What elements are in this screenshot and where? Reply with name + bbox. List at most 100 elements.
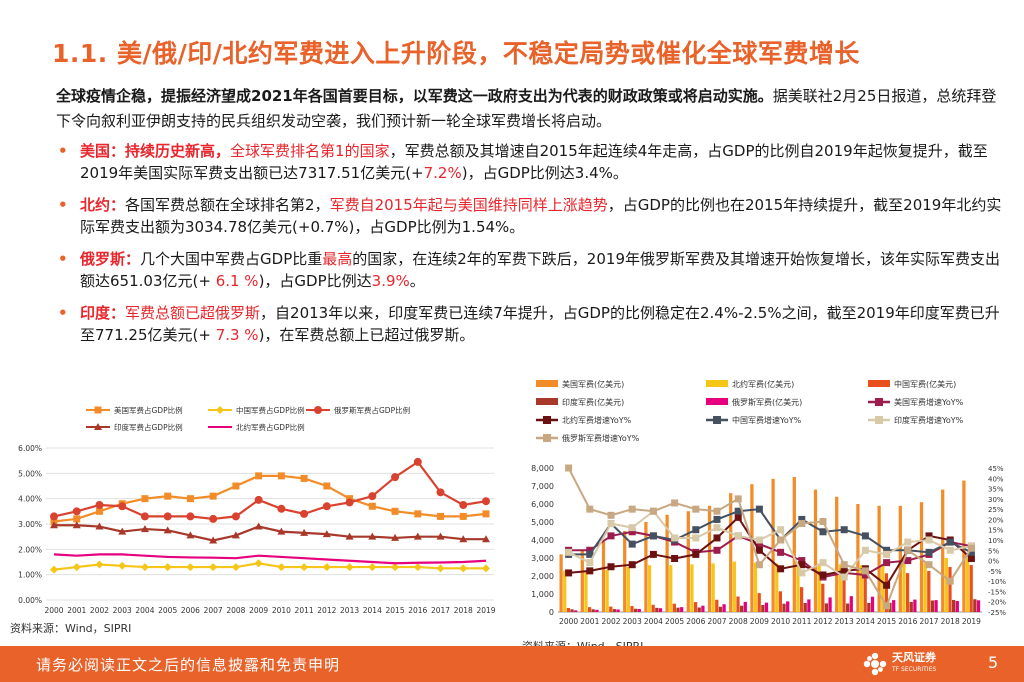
x-tick-label: 2014 — [363, 606, 382, 615]
x-tick-label: 2019 — [962, 617, 981, 626]
x-tick-label: 2009 — [249, 606, 268, 615]
bar — [813, 489, 818, 612]
company-logo: 天风证券 TF SECURITIES — [862, 649, 948, 679]
flower-logo-icon — [862, 651, 888, 677]
data-point — [482, 535, 490, 543]
bullet-label: 印度： — [80, 304, 126, 322]
x-tick-label: 2002 — [601, 617, 620, 626]
growth-point — [861, 571, 869, 579]
bullet-text: )，在军费总额上已超过俄罗斯。 — [258, 326, 475, 344]
y-right-tick-label: 25% — [988, 506, 1004, 514]
y-tick-label: 6.00% — [18, 444, 42, 453]
data-point — [209, 536, 218, 544]
growth-point — [819, 528, 827, 536]
bar — [927, 570, 931, 612]
data-point — [231, 531, 240, 539]
bar — [665, 514, 669, 612]
x-tick-label: 2013 — [835, 617, 854, 626]
bar — [626, 567, 630, 612]
data-point — [436, 564, 445, 573]
bar — [701, 605, 705, 612]
footer-disclaimer[interactable]: 请务必阅读正文之后的信息披露和免责申明 — [36, 656, 341, 674]
legend-label: 北约军费占GDP比例 — [236, 422, 305, 432]
bar — [658, 608, 663, 612]
bullet-item: • 俄罗斯：几个大国中军费占GDP比重最高的国家，在连续2年的军费下跌后，2019… — [58, 248, 1002, 292]
bar — [616, 609, 620, 612]
growth-point — [840, 561, 848, 569]
growth-point — [925, 548, 933, 556]
y-tick-label: 5.00% — [18, 469, 42, 478]
data-point — [459, 535, 468, 543]
bullet-item: • 印度：军费总额已超俄罗斯，自2013年以来，印度军费已连续7年提升，占GDP的… — [58, 302, 1002, 346]
data-point — [277, 527, 286, 535]
x-tick-label: 2000 — [44, 606, 63, 615]
bar — [686, 511, 690, 612]
bar — [941, 489, 945, 612]
bar — [824, 603, 829, 612]
bar — [690, 564, 694, 612]
growth-point — [713, 515, 721, 523]
bullet-text: 军费自2015年起与美国维持同样上涨趋势 — [329, 196, 608, 214]
growth-point — [734, 507, 742, 515]
series-line — [53, 474, 487, 523]
legend-marker — [314, 406, 322, 414]
legend-swatch — [536, 398, 558, 405]
growth-point — [755, 540, 763, 548]
legend-label: 俄罗斯军费占GDP比例 — [334, 405, 410, 415]
legend-label: 中国军费占GDP比例 — [236, 405, 305, 415]
legend-marker — [94, 423, 102, 430]
growth-point — [734, 532, 742, 540]
data-point — [209, 514, 218, 523]
legend-label: 俄罗斯军费(亿美元) — [732, 397, 802, 407]
legend-label: 中国军费(亿美元) — [894, 379, 956, 389]
bar — [930, 600, 935, 612]
data-point — [95, 507, 103, 515]
data-point — [414, 510, 422, 518]
bar — [948, 567, 952, 612]
bar — [828, 597, 832, 612]
data-point — [209, 563, 218, 572]
growth-point — [946, 577, 954, 585]
growth-point — [925, 536, 933, 544]
x-tick-label: 2003 — [623, 617, 642, 626]
bullet-dot-icon: • — [58, 304, 68, 322]
data-point — [140, 563, 149, 572]
bar — [898, 505, 902, 612]
growth-point — [607, 511, 615, 519]
bullet-text: 全球军费排名第1的国家 — [230, 142, 390, 160]
data-point — [322, 502, 331, 511]
bar — [870, 596, 875, 612]
legend-swatch — [706, 398, 728, 405]
y-right-tick-label: 35% — [988, 486, 1004, 494]
x-tick-label: 2005 — [158, 606, 177, 615]
data-point — [391, 533, 400, 541]
growth-point — [861, 567, 869, 575]
bar — [782, 603, 786, 612]
logo-subtext: TF SECURITIES — [892, 666, 937, 673]
growth-point — [883, 602, 891, 610]
growth-point — [755, 561, 763, 569]
bar — [757, 593, 761, 612]
y-left-tick-label: 2,000 — [531, 572, 554, 581]
y-right-tick-label: 45% — [988, 465, 1004, 473]
y-left-tick-label: 6,000 — [531, 500, 554, 509]
data-point — [50, 521, 58, 529]
legend-label: 印度军费占GDP比例 — [114, 422, 183, 432]
data-point — [118, 502, 127, 511]
x-tick-label: 2002 — [90, 606, 109, 615]
bar — [750, 484, 754, 612]
y-tick-label: 2.00% — [18, 545, 42, 554]
data-point — [413, 457, 422, 466]
x-tick-label: 2016 — [408, 606, 427, 615]
growth-point — [713, 534, 721, 542]
growth-point — [904, 557, 912, 565]
bar — [965, 557, 970, 612]
data-point — [254, 495, 263, 504]
data-point — [186, 563, 195, 572]
bullet-text: 持续历史新高， — [125, 142, 231, 160]
x-tick-label: 2007 — [204, 606, 223, 615]
growth-point — [671, 534, 679, 542]
bar — [669, 565, 673, 612]
bar — [740, 605, 744, 612]
legend-marker — [543, 434, 551, 442]
